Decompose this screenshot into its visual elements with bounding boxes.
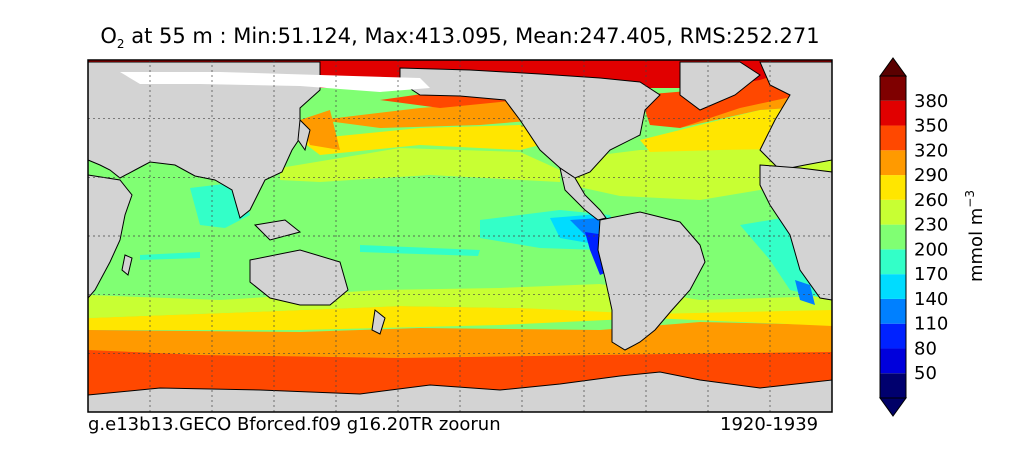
colorbar-extend-min [879,397,907,417]
colorbar-tick-label: 260 [914,190,948,211]
map-panel [87,59,833,413]
colorbar-bin [880,249,906,275]
colorbar-tick-label: 140 [914,289,948,310]
colorbar-bin [880,76,906,101]
land-south-america [597,211,706,351]
land-africa-east [759,164,833,301]
land-new-zealand [371,309,386,335]
band-nw-pac-320 [300,110,340,150]
colorbar-tick-label: 110 [914,314,948,335]
title-variable: O2 [100,24,125,52]
colorbar-bin [880,348,906,374]
colorbar-tick-label: 230 [914,215,948,236]
colorbar-tick-label: 380 [914,91,948,112]
sea-ice [120,72,430,92]
colorbar-tick-label: 170 [914,264,948,285]
band-north-260 [280,148,560,182]
footer-run-name: g.e13b13.GECO Bforced.f09 g16.20TR zooru… [88,414,501,435]
map-frame [87,59,833,413]
colorbar-bin [880,224,906,250]
colorbar-bin [880,274,906,299]
map-gridlines [88,60,832,412]
colorbar: 50 80 110 140 170 200 230 260 290 320 350 380 [879,57,948,417]
omz-atl-140 [795,280,815,305]
colorbar-tick-label: 200 [914,239,948,260]
colorbar-bin [880,323,906,349]
colorbar-unit-label: mmol m−3 [963,190,987,282]
colorbar-tick-label: 320 [914,140,948,161]
colorbar-frame [879,75,907,399]
land-africa [87,174,133,300]
omz-pac-200 [360,245,480,256]
land-greenland [679,61,761,111]
colorbar-unit: mmol m−3 [963,190,987,282]
colorbar-extend-max [879,57,907,77]
title-stats: at 55 m : Min:51.124, Max:413.095, Mean:… [124,24,820,48]
chart-title: O2 at 55 m : Min:51.124, Max:413.095, Me… [0,24,920,51]
land-asia-west [87,61,321,219]
band-npac-290 [300,125,560,155]
colorbar-bin [880,199,906,225]
land-central-america [559,166,607,221]
band-npac-320 [320,100,540,128]
colorbar-tick-label: 350 [914,116,948,137]
land-australia [249,249,349,306]
colorbar-tick-label: 50 [914,363,937,384]
colorbar-tick-label: 290 [914,165,948,186]
colorbar-bin [880,150,906,176]
colorbar-bin [880,125,906,151]
colorbar-bin [880,373,906,398]
colorbar-bin [880,175,906,200]
omz-indpac-200 [140,252,200,260]
colorbar-bin [880,298,906,324]
colorbar-tick-label: 80 [914,338,937,359]
land-japan [297,118,311,152]
footer-period: 1920-1939 [720,414,819,435]
colorbar-bin [880,100,906,126]
land-madagascar [121,254,133,276]
land-indonesia [253,219,302,241]
